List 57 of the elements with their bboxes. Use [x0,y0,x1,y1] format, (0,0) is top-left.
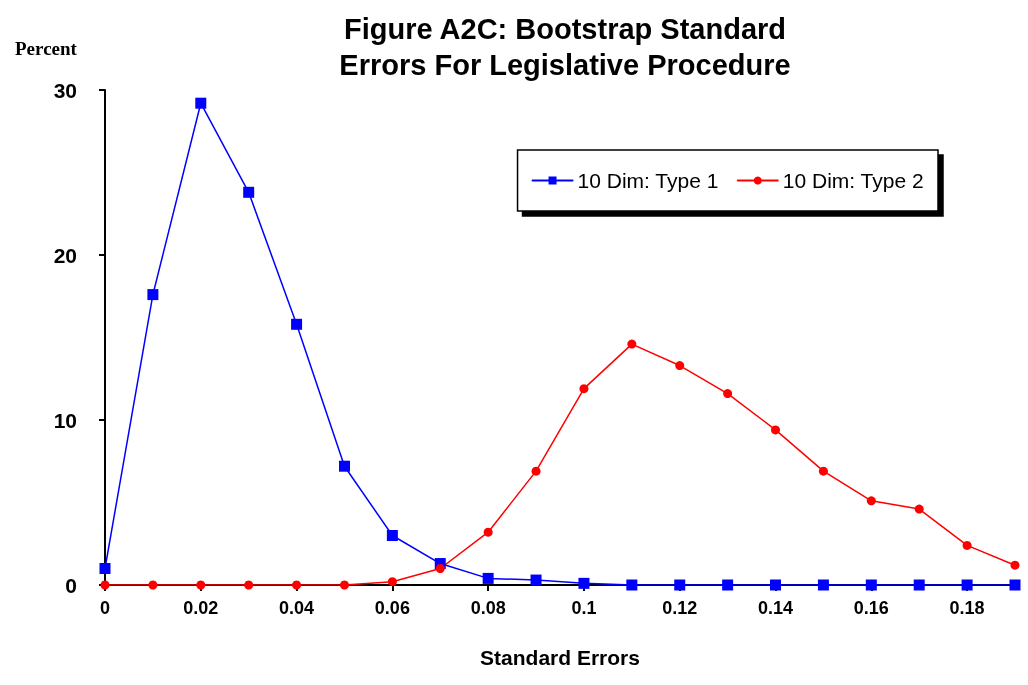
point [627,339,637,349]
legend-label: 10 Dim: Type 1 [577,169,719,192]
x-tick-label: 0 [99,598,111,618]
x-tick-label: 0.18 [949,598,985,618]
point [818,466,828,476]
point [1009,579,1021,591]
point [195,97,207,109]
point [483,527,493,537]
y-tick-label: 20 [53,243,77,267]
point [435,564,445,573]
chart-title: Figure A2C: Bootstrap Standard Errors For Legislative Procedure [339,13,791,81]
point [913,579,925,591]
point [291,318,303,330]
x-tick-label: 0.14 [758,598,794,618]
x-tick-label: 0.08 [470,598,506,618]
point [386,530,398,541]
point [196,580,206,590]
x-tick-label: 0.16 [853,598,889,618]
point [147,289,159,301]
point [865,579,877,591]
y-axis-title: Percent [15,38,78,59]
x-tick-label: 0.1 [571,598,597,618]
x-axis-title: Standard Errors [480,646,640,669]
point [770,579,782,591]
point [722,579,734,591]
point [387,577,397,587]
point [771,425,781,435]
x-tick-label: 0.06 [374,598,410,618]
point [579,384,589,394]
point [914,504,924,514]
point [292,580,302,590]
point [243,186,255,198]
point [961,579,973,591]
y-tick-label: 30 [53,78,77,102]
point [482,572,494,584]
point [578,577,590,589]
x-tick-label: 0.12 [662,598,698,618]
point [530,574,542,586]
y-tick-label: 0 [65,573,77,597]
x-tick-label: 0.02 [183,598,219,618]
point [723,389,733,399]
point [675,361,685,371]
point [99,563,111,574]
point [626,579,638,591]
point [962,540,972,550]
point [817,579,829,591]
x-tick-label: 0.04 [279,598,315,618]
y-tick-label: 10 [53,408,77,432]
point [338,460,350,472]
point [339,580,349,590]
legend-label: 10 Dim: Type 2 [782,169,924,192]
point [866,496,876,506]
point [244,580,254,590]
point [531,466,541,476]
point [1010,560,1020,570]
point [148,580,158,590]
point [674,579,686,591]
